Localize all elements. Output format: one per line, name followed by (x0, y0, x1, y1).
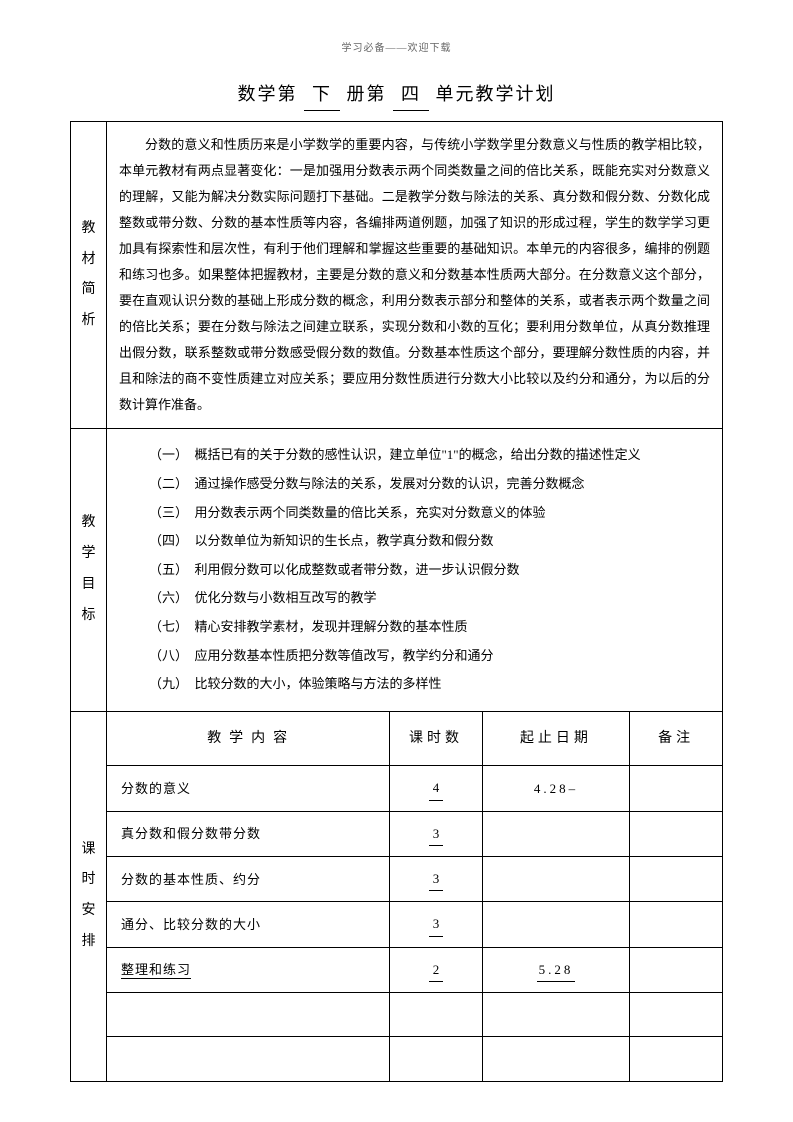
hours-value: 3 (429, 822, 443, 846)
goals-content: （一） 概括已有的关于分数的感性认识，建立单位"1"的概念，给出分数的描述性定义… (107, 429, 723, 711)
schedule-table: 教学内容 课时数 起止日期 备注 分数的意义 4 4.28– 真分数和假分数带分… (107, 712, 722, 1081)
hours-value: 2 (429, 958, 443, 982)
table-row: 真分数和假分数带分数 3 (107, 811, 722, 856)
row-notes (630, 993, 722, 1037)
title-prefix: 数学第 (238, 84, 298, 104)
row-notes (630, 947, 722, 992)
table-row: 通分、比较分数的大小 3 (107, 902, 722, 947)
goals-row: 教学目标 （一） 概括已有的关于分数的感性认识，建立单位"1"的概念，给出分数的… (71, 429, 723, 711)
schedule-label: 课时安排 (71, 711, 107, 1081)
row-content: 分数的基本性质、约分 (107, 857, 390, 902)
row-dates (482, 993, 630, 1037)
table-row (107, 1037, 722, 1081)
row-content (107, 993, 390, 1037)
row-dates (482, 1037, 630, 1081)
title-mid: 册第 (347, 84, 387, 104)
schedule-header-hours: 课时数 (390, 712, 482, 766)
schedule-header-row: 教学内容 课时数 起止日期 备注 (107, 712, 722, 766)
row-notes (630, 1037, 722, 1081)
row-dates: 5.28 (482, 947, 630, 992)
analysis-text: 分数的意义和性质历来是小学数学的重要内容，与传统小学数学里分数意义与性质的教学相… (119, 132, 710, 418)
schedule-header-notes: 备注 (630, 712, 722, 766)
row-notes (630, 902, 722, 947)
row-hours: 3 (390, 902, 482, 947)
goal-item: （一） 概括已有的关于分数的感性认识，建立单位"1"的概念，给出分数的描述性定义 (123, 441, 706, 470)
goal-item: （八） 应用分数基本性质把分数等值改写，教学约分和通分 (123, 642, 706, 671)
goal-item: （二） 通过操作感受分数与除法的关系，发展对分数的认识，完善分数概念 (123, 470, 706, 499)
row-notes (630, 857, 722, 902)
analysis-label: 教材简析 (71, 122, 107, 429)
row-content (107, 1037, 390, 1081)
row-content: 真分数和假分数带分数 (107, 811, 390, 856)
row-notes (630, 811, 722, 856)
goal-item: （九） 比较分数的大小，体验策略与方法的多样性 (123, 670, 706, 699)
goal-item: （三） 用分数表示两个同类数量的倍比关系，充实对分数意义的体验 (123, 499, 706, 528)
plan-table: 教材简析 分数的意义和性质历来是小学数学的重要内容，与传统小学数学里分数意义与性… (70, 121, 723, 1081)
row-dates (482, 902, 630, 947)
analysis-content: 分数的意义和性质历来是小学数学的重要内容，与传统小学数学里分数意义与性质的教学相… (107, 122, 723, 429)
row-hours: 3 (390, 857, 482, 902)
row-dates: 4.28– (482, 766, 630, 811)
title-unit: 四 (393, 78, 429, 111)
row-dates (482, 811, 630, 856)
schedule-header-dates: 起止日期 (482, 712, 630, 766)
row-notes (630, 766, 722, 811)
row-dates (482, 857, 630, 902)
hours-value: 3 (429, 867, 443, 891)
analysis-row: 教材简析 分数的意义和性质历来是小学数学的重要内容，与传统小学数学里分数意义与性… (71, 122, 723, 429)
row-hours: 3 (390, 811, 482, 856)
dates-value: 5.28 (537, 958, 576, 982)
table-row: 分数的基本性质、约分 3 (107, 857, 722, 902)
row-hours: 4 (390, 766, 482, 811)
table-row: 分数的意义 4 4.28– (107, 766, 722, 811)
goal-item: （七） 精心安排教学素材，发现并理解分数的基本性质 (123, 613, 706, 642)
goal-item: （五） 利用假分数可以化成整数或者带分数，进一步认识假分数 (123, 556, 706, 585)
row-hours (390, 1037, 482, 1081)
row-hours (390, 993, 482, 1037)
goal-item: （四） 以分数单位为新知识的生长点，教学真分数和假分数 (123, 527, 706, 556)
goals-label: 教学目标 (71, 429, 107, 711)
hours-value: 4 (429, 776, 443, 800)
row-content: 通分、比较分数的大小 (107, 902, 390, 947)
page-title: 数学第 下 册第 四 单元教学计划 (70, 78, 723, 111)
row-content: 整理和练习 (107, 947, 390, 992)
table-row: 整理和练习 2 5.28 (107, 947, 722, 992)
hours-value: 3 (429, 912, 443, 936)
row-content: 分数的意义 (107, 766, 390, 811)
row-content-text: 整理和练习 (121, 962, 191, 979)
schedule-row: 课时安排 教学内容 课时数 起止日期 备注 分数的意义 4 4.28– 真分数和… (71, 711, 723, 1081)
goal-item: （六） 优化分数与小数相互改写的教学 (123, 584, 706, 613)
schedule-header-content: 教学内容 (107, 712, 390, 766)
title-volume: 下 (304, 78, 340, 111)
title-suffix: 单元教学计划 (436, 84, 556, 104)
header-note: 学习必备——欢迎下载 (70, 40, 723, 58)
schedule-content: 教学内容 课时数 起止日期 备注 分数的意义 4 4.28– 真分数和假分数带分… (107, 711, 723, 1081)
table-row (107, 993, 722, 1037)
row-hours: 2 (390, 947, 482, 992)
